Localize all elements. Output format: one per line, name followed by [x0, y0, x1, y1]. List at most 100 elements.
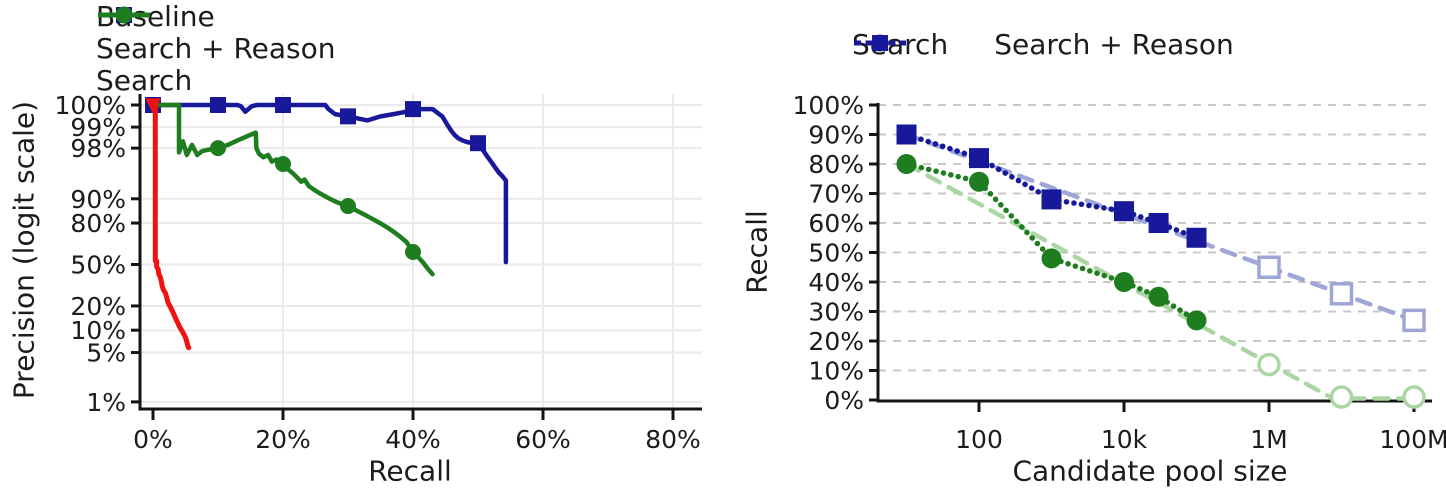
series-search-reason: [145, 97, 509, 265]
data-point-marker: [1041, 189, 1062, 210]
data-point-marker: [1148, 286, 1169, 307]
y-tick-label: 0%: [824, 386, 864, 415]
data-point-marker: [896, 154, 917, 174]
y-tick-label: 90%: [808, 121, 864, 150]
right-series: [896, 124, 1426, 409]
data-point-marker: [1257, 352, 1281, 377]
data-point-marker: [1329, 385, 1354, 409]
y-tick-label: 30%: [808, 298, 864, 327]
data-point-marker: [896, 124, 917, 145]
series-search: [150, 102, 435, 277]
legend-marker: [115, 6, 133, 24]
x-tick-label: 10k: [1101, 425, 1148, 454]
data-point-marker: [1186, 227, 1207, 248]
series-search-reason: [896, 124, 1207, 248]
right-chart-legend: Search Search + Reason: [852, 30, 1234, 60]
right-y-axis-label: Recall: [740, 210, 774, 294]
data-point-marker: [1041, 248, 1062, 269]
grid: [140, 94, 702, 409]
y-tick-label: 1%: [86, 388, 126, 417]
right-x-axis-label: Candidate pool size: [1012, 454, 1288, 488]
y-tick-label: 50%: [70, 251, 126, 280]
y-tick-label: 100%: [55, 91, 126, 120]
y-tick-label: 80%: [70, 209, 126, 238]
square-legend-marker-icon: [854, 35, 906, 51]
data-point-marker: [1114, 272, 1134, 292]
data-point-marker: [1257, 255, 1281, 279]
series-search-reason-extrapolated: [1257, 255, 1426, 333]
series-line: [903, 131, 1200, 241]
data-point-marker: [145, 98, 161, 114]
data-point-marker: [1329, 282, 1354, 306]
y-tick-label: 40%: [808, 268, 864, 297]
series-baseline: [145, 98, 192, 351]
legend-marker: [872, 35, 888, 51]
data-point-marker: [405, 244, 421, 261]
left-y-axis-label: Precision (logit scale): [7, 100, 41, 400]
series-search: [896, 154, 1207, 331]
y-tick-label: 10%: [808, 357, 864, 386]
x-tick-label: 1M: [1250, 425, 1287, 454]
y-tick-label: 90%: [70, 185, 126, 214]
x-tick-label: 100M: [1379, 425, 1446, 454]
data-point-marker: [405, 101, 421, 118]
legend-label: Search + Reason: [994, 28, 1234, 61]
legend-item-search-reason: Search + Reason: [96, 7, 336, 65]
y-tick-label: 20%: [70, 292, 126, 321]
legend-label: Search + Reason: [96, 32, 336, 65]
data-point-marker: [340, 198, 356, 215]
y-tick-label: 70%: [808, 180, 864, 209]
x-tick-label: 0%: [133, 425, 173, 454]
y-tick-label: 80%: [808, 150, 864, 179]
axis-spines: [138, 94, 702, 411]
right-chart: 0%10%20%30%40%50%60%70%80%90%100% 100 10k 1…: [793, 91, 1446, 454]
x-tick-label: 60%: [515, 425, 571, 454]
data-point-marker: [210, 140, 226, 157]
data-point-marker: [275, 155, 291, 172]
circle-legend-marker-icon: [98, 6, 150, 24]
data-point-marker: [1402, 308, 1426, 333]
x-tick-label: 80%: [645, 425, 701, 454]
data-point-marker: [340, 108, 356, 125]
x-tick-label: 100: [955, 425, 1003, 454]
y-tick-label: 100%: [793, 91, 864, 120]
data-point-marker: [1186, 310, 1207, 331]
tick-labels: 0%10%20%30%40%50%60%70%80%90%100% 100 10k 1…: [793, 91, 1446, 454]
legend-item-search: Search: [96, 6, 336, 97]
axes: [131, 94, 702, 420]
data-point-marker: [1148, 213, 1169, 233]
x-tick-label: 20%: [255, 425, 311, 454]
left-chart: 100%99%98%90%80%50%20%10%5%1%0% 20% 40% 60%…: [55, 91, 702, 454]
data-point-marker: [969, 171, 989, 192]
data-point-marker: [1114, 201, 1134, 222]
y-tick-label: 98%: [70, 134, 126, 163]
data-point-marker: [210, 97, 226, 114]
y-tick-label: 50%: [808, 239, 864, 268]
y-tick-label: 10%: [70, 316, 126, 345]
y-tick-label: 5%: [86, 339, 126, 368]
y-tick-label: 20%: [808, 327, 864, 356]
legend-label: Search: [96, 64, 193, 97]
data-point-marker: [470, 135, 486, 152]
data-point-marker: [969, 148, 989, 169]
grid: [878, 104, 1432, 372]
series-search-trend: [904, 161, 1417, 401]
series-line: [150, 102, 509, 265]
y-tick-label: 99%: [70, 113, 126, 142]
x-tick-label: 40%: [385, 425, 441, 454]
legend-item-search-reason: Search + Reason: [854, 28, 1234, 61]
left-chart-legend: Baseline Search + Reason Search: [96, 2, 336, 96]
series-line: [150, 102, 192, 351]
data-point-marker: [1402, 385, 1426, 409]
series-line: [150, 102, 435, 277]
series-search-extrapolated: [1257, 352, 1426, 409]
y-tick-label: 60%: [808, 209, 864, 238]
left-x-axis-label: Recall: [368, 454, 452, 488]
series-line: [904, 161, 1417, 401]
data-point-marker: [275, 97, 291, 114]
axes: [869, 103, 1432, 412]
left-series: [145, 97, 509, 351]
tick-labels: 100%99%98%90%80%50%20%10%5%1%0% 20% 40% 60%…: [55, 91, 701, 454]
